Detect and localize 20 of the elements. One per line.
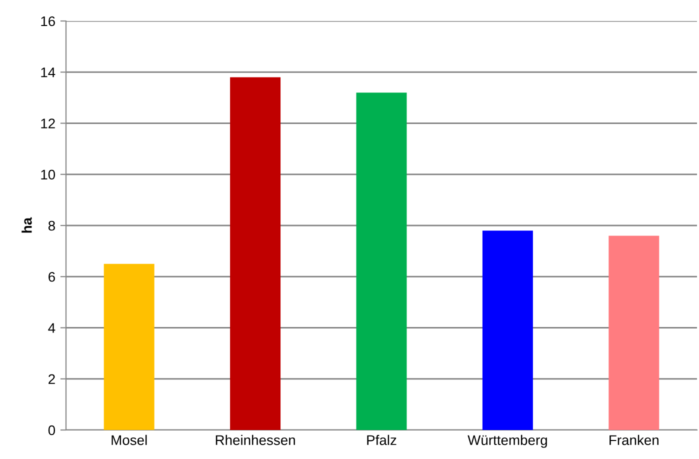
bar	[482, 230, 533, 430]
x-tick-label: Württemberg	[468, 434, 547, 448]
bar	[608, 236, 660, 430]
y-tick-label: 14	[41, 68, 56, 78]
y-tick-label: 12	[41, 118, 55, 128]
x-tick-label: Pfalz	[367, 434, 396, 446]
y-axis-title: ha	[22, 217, 32, 233]
y-tick-label: 10	[41, 170, 56, 180]
y-tick-label: 4	[48, 323, 56, 333]
y-tick-label: 8	[48, 220, 55, 231]
x-tick-label: Franken	[610, 434, 658, 446]
bar	[104, 264, 154, 430]
y-tick-label: 0	[48, 425, 56, 436]
x-tick-label: Rheinhessen	[216, 434, 295, 446]
y-tick-label: 16	[41, 16, 55, 26]
y-tick-label: 2	[48, 374, 55, 384]
bar	[230, 77, 281, 430]
x-tick-label: Mosel	[112, 434, 147, 446]
y-tick-label: 6	[48, 272, 55, 282]
bar	[356, 92, 407, 430]
